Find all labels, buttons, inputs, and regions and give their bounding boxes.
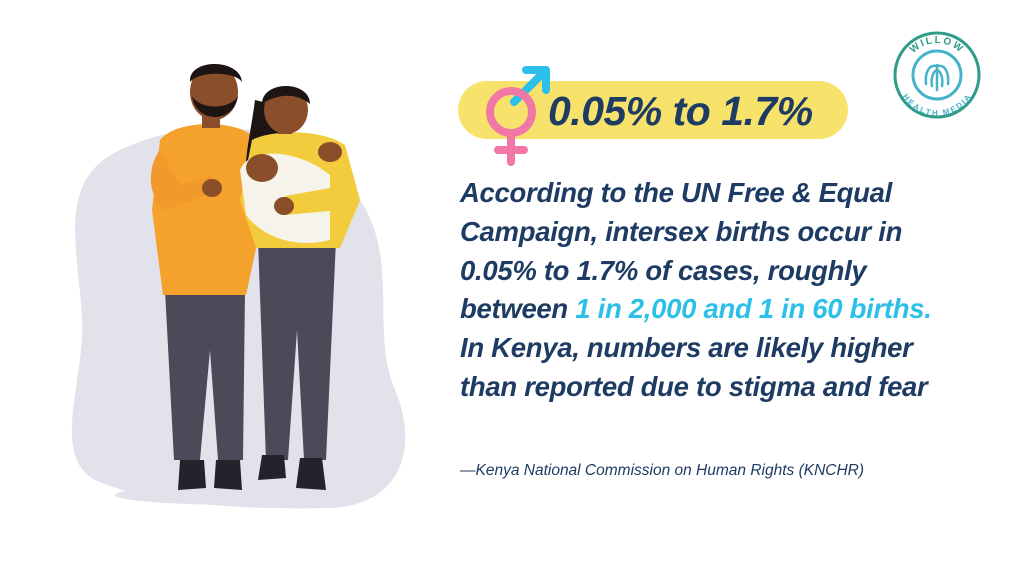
woman-hair [262, 86, 310, 104]
body-quote: According to the UN Free & Equal Campaig… [460, 174, 940, 407]
man-shoe-right [214, 460, 242, 490]
family-illustration [71, 64, 406, 509]
woman-hand [274, 197, 294, 215]
man-hand-front [202, 179, 222, 197]
man-arm [150, 150, 215, 210]
woman-head [264, 86, 308, 134]
man-hand-shoulder [318, 142, 342, 162]
woman-shoe-right [296, 458, 326, 490]
man-sweater [152, 123, 260, 296]
stat-headline: 0.05% to 1.7% [548, 88, 813, 134]
woman-arm [285, 150, 355, 215]
man-hair [189, 64, 242, 82]
body-text-highlight: 1 in 2,000 and 1 in 60 births. [575, 293, 932, 325]
woman-shoe-left [258, 455, 286, 480]
man-shoe-left [178, 460, 206, 490]
body-text-part2: In Kenya, numbers are likely higher than… [460, 332, 928, 402]
woman-pants [258, 240, 336, 460]
source-attribution: —Kenya National Commission on Human Righ… [460, 462, 864, 479]
ground-shadow [115, 485, 375, 505]
willow-health-media-logo: WILLOW HEALTH MEDIA [893, 31, 981, 119]
baby-head [246, 154, 278, 182]
man-pants [165, 290, 245, 460]
body-text-part1: According to the UN Free & Equal Campaig… [460, 177, 903, 325]
willow-tree-icon [924, 63, 950, 92]
man-beard [192, 96, 238, 117]
intersex-symbol-icon [486, 66, 550, 166]
